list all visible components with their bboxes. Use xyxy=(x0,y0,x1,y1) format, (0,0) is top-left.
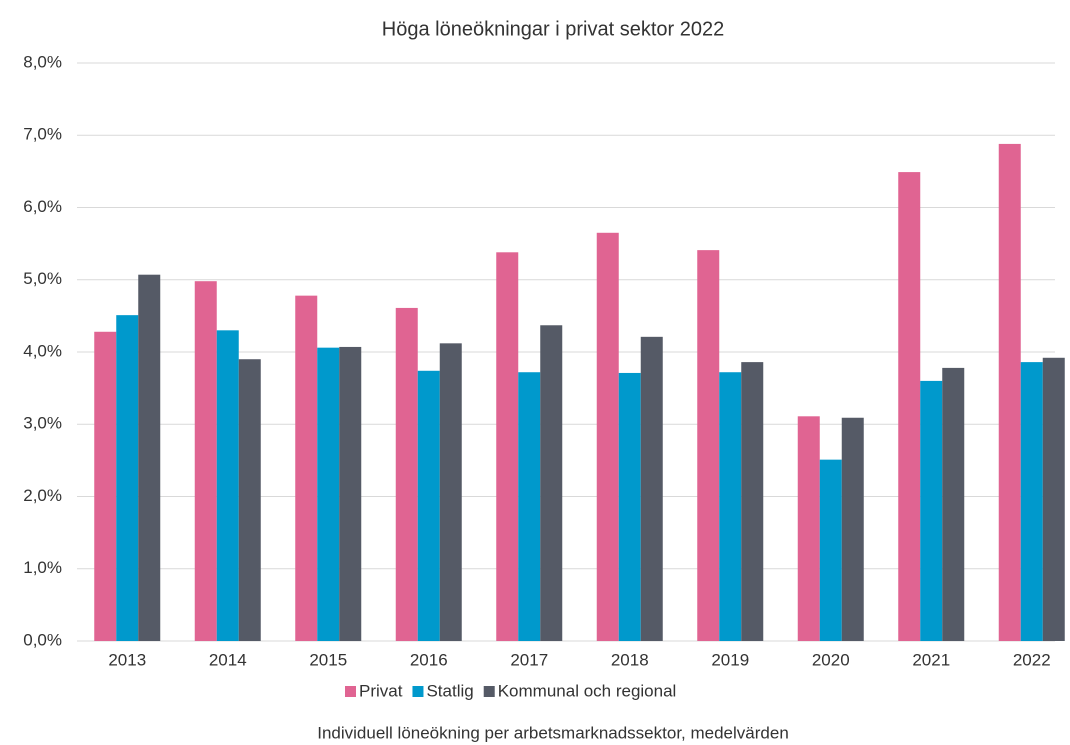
x-tick-label: 2016 xyxy=(410,650,448,669)
x-tick-label: 2019 xyxy=(711,650,749,669)
bar xyxy=(540,325,563,641)
x-tick-label: 2021 xyxy=(912,650,950,669)
x-tick-label: 2015 xyxy=(309,650,347,669)
bar xyxy=(719,372,742,641)
bar xyxy=(518,372,541,641)
bar xyxy=(697,250,720,641)
bar xyxy=(640,336,663,641)
legend-label: Kommunal och regional xyxy=(498,681,677,700)
bar xyxy=(797,416,820,641)
legend-swatch xyxy=(345,686,356,697)
bar xyxy=(138,274,161,641)
chart-subtitle: Individuell löneökning per arbetsmarknad… xyxy=(317,723,789,742)
bar xyxy=(841,417,864,641)
bar xyxy=(596,232,619,641)
bar xyxy=(618,372,641,641)
y-tick-label: 7,0% xyxy=(23,125,62,144)
bar xyxy=(920,380,943,641)
bar xyxy=(194,281,217,641)
x-tick-label: 2013 xyxy=(108,650,146,669)
x-tick-label: 2017 xyxy=(510,650,548,669)
y-tick-label: 5,0% xyxy=(23,269,62,288)
y-tick-label: 2,0% xyxy=(23,486,62,505)
legend-label: Privat xyxy=(359,681,403,700)
bar xyxy=(94,331,117,641)
chart-title: Höga löneökningar i privat sektor 2022 xyxy=(382,18,724,40)
x-tick-label: 2014 xyxy=(209,650,247,669)
bar xyxy=(439,343,462,641)
bar xyxy=(295,295,318,641)
bar xyxy=(1042,357,1065,641)
x-tick-label: 2022 xyxy=(1013,650,1051,669)
y-tick-label: 8,0% xyxy=(23,52,62,71)
bar xyxy=(819,459,842,641)
bar xyxy=(339,346,362,641)
y-tick-label: 1,0% xyxy=(23,558,62,577)
y-tick-label: 6,0% xyxy=(23,197,62,216)
bar xyxy=(238,359,261,641)
legend-label: Statlig xyxy=(426,681,473,700)
bar xyxy=(317,347,340,641)
bar xyxy=(116,315,139,641)
x-tick-label: 2020 xyxy=(812,650,850,669)
legend-swatch xyxy=(483,686,495,697)
y-tick-label: 3,0% xyxy=(23,414,62,433)
bar xyxy=(496,252,519,642)
bar xyxy=(216,330,239,641)
bar xyxy=(998,143,1021,642)
bar xyxy=(395,307,418,641)
x-tick-label: 2018 xyxy=(611,650,649,669)
bar xyxy=(1020,362,1043,641)
bar xyxy=(898,172,921,641)
legend-swatch xyxy=(412,686,424,697)
y-tick-label: 4,0% xyxy=(23,341,62,360)
y-tick-label: 0,0% xyxy=(23,630,62,649)
bar xyxy=(417,370,440,641)
bar xyxy=(741,362,764,641)
bar xyxy=(942,367,965,641)
